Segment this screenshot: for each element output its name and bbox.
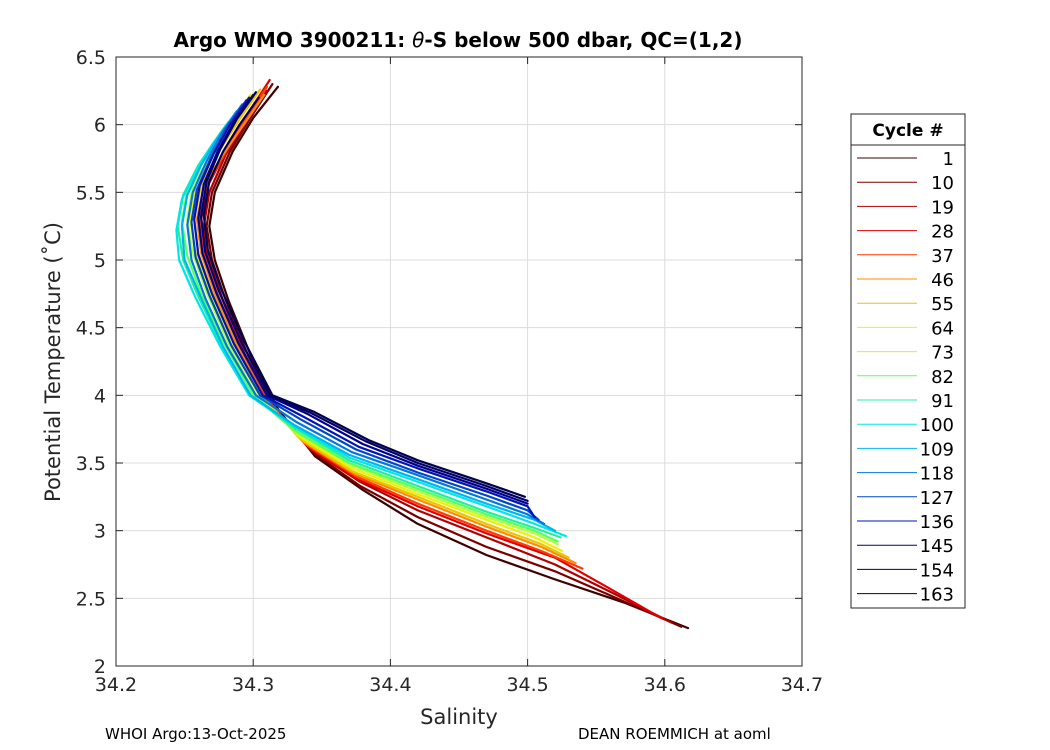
profile-line-cycle-10 <box>205 82 683 628</box>
footer-source: WHOI Argo:13-Oct-2025 <box>105 725 287 743</box>
profile-line-cycle-154 <box>200 91 529 502</box>
profile-line-cycle-145 <box>197 93 529 505</box>
x-tick-label: 34.7 <box>781 674 823 696</box>
axis-ticks: 34.2 34.3 34.4 34.5 34.6 34.7 2 2.5 3 3.5 4 4.5 5 5.5… <box>76 47 823 696</box>
y-axis-label: Potential Temperature (˚C) <box>41 222 65 502</box>
x-tick-label: 34.6 <box>644 674 686 696</box>
profile-line-cycle-37 <box>198 85 584 570</box>
x-tick-label: 34.3 <box>232 674 274 696</box>
legend-box <box>850 113 966 609</box>
x-tick-label: 34.5 <box>506 674 548 696</box>
y-tick-label: 4.5 <box>76 318 106 340</box>
legend-label-19: 19 <box>931 197 954 218</box>
x-axis-label: Salinity <box>420 705 498 729</box>
y-tick-label: 3.5 <box>76 453 106 475</box>
y-tick-label: 5 <box>94 250 106 272</box>
x-tick-label: 34.2 <box>95 674 137 696</box>
legend-entries: 1 10 19 28 37 46 55 64 73 82 91 100 109 118 127 136 145 1… <box>857 149 954 606</box>
y-tick-label: 4 <box>94 385 106 407</box>
y-tick-label: 2.5 <box>76 588 106 610</box>
legend-label-100: 100 <box>920 415 954 436</box>
profile-line-cycle-136 <box>193 96 536 519</box>
y-tick-label: 3 <box>94 521 106 543</box>
footer-credit: DEAN ROEMMICH at aoml <box>578 725 771 743</box>
y-tick-label: 6.5 <box>76 47 106 69</box>
profile-lines <box>175 78 690 630</box>
legend-label-154: 154 <box>920 560 954 581</box>
legend-label-127: 127 <box>920 488 954 509</box>
profile-line-cycle-163 <box>202 96 527 498</box>
legend-label-109: 109 <box>920 439 954 460</box>
legend-label-37: 37 <box>931 246 954 267</box>
profile-line-cycle-109 <box>180 109 557 532</box>
legend-label-10: 10 <box>931 173 954 194</box>
y-tick-label: 5.5 <box>76 182 106 204</box>
legend-label-73: 73 <box>931 343 954 364</box>
profile-line-cycle-100 <box>175 120 568 538</box>
legend: Cycle # 1 10 19 28 37 46 55 64 73 82 91 100 109 118 12… <box>850 113 966 609</box>
profile-line-cycle-1 <box>208 85 690 630</box>
legend-label-145: 145 <box>920 536 954 557</box>
profile-line-cycle-73 <box>186 99 559 546</box>
legend-label-118: 118 <box>920 464 954 485</box>
legend-title: Cycle # <box>872 121 943 141</box>
chart-title: Argo WMO 3900211: θ-S below 500 dbar, QC… <box>174 28 743 52</box>
legend-label-64: 64 <box>931 318 954 339</box>
legend-label-136: 136 <box>920 512 954 533</box>
legend-label-82: 82 <box>931 367 954 388</box>
profile-line-cycle-28 <box>200 78 664 620</box>
legend-label-46: 46 <box>931 270 954 291</box>
legend-label-163: 163 <box>920 585 954 606</box>
legend-label-55: 55 <box>931 294 954 315</box>
profile-line-cycle-19 <box>202 89 673 624</box>
profile-line-cycle-118 <box>186 103 546 526</box>
x-tick-label: 34.4 <box>369 674 411 696</box>
legend-label-28: 28 <box>931 222 954 243</box>
legend-label-91: 91 <box>931 391 954 412</box>
plot-frame <box>115 56 803 667</box>
y-tick-label: 2 <box>94 656 106 678</box>
legend-label-1: 1 <box>943 149 954 170</box>
y-tick-label: 6 <box>94 115 106 137</box>
